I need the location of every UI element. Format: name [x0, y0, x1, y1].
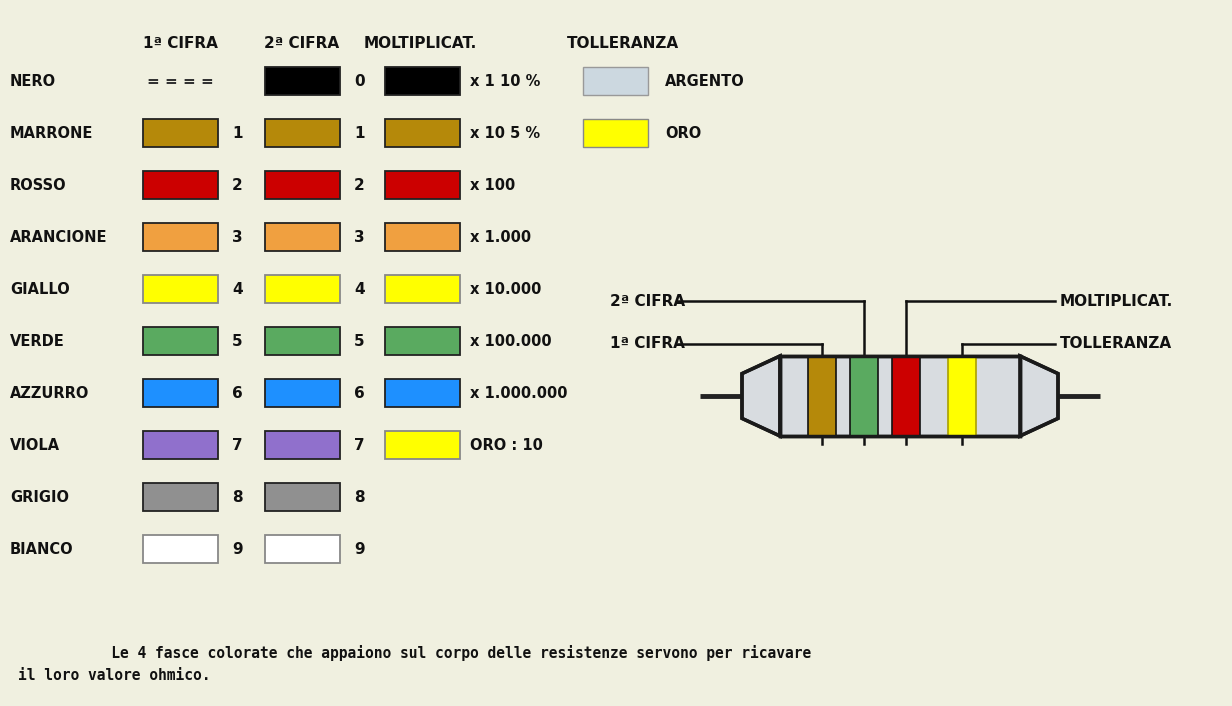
Text: 5: 5: [232, 333, 243, 349]
Bar: [143, 535, 218, 563]
Text: ARGENTO: ARGENTO: [665, 73, 745, 88]
Text: 2: 2: [232, 177, 243, 193]
Bar: [892, 356, 920, 436]
Text: 7: 7: [232, 438, 243, 453]
Text: 1: 1: [354, 126, 365, 140]
Bar: [384, 67, 460, 95]
Text: x 1.000.000: x 1.000.000: [469, 385, 568, 400]
Bar: [143, 119, 218, 147]
Text: 7: 7: [354, 438, 365, 453]
Bar: [947, 356, 976, 436]
Bar: [265, 67, 340, 95]
Text: 8: 8: [354, 489, 365, 505]
Bar: [583, 119, 648, 147]
Bar: [583, 67, 648, 95]
Text: ORO: ORO: [665, 126, 701, 140]
Bar: [143, 379, 218, 407]
Text: 4: 4: [354, 282, 365, 297]
Text: BIANCO: BIANCO: [10, 542, 74, 556]
Polygon shape: [1020, 356, 1058, 436]
Bar: [143, 431, 218, 459]
Bar: [143, 483, 218, 511]
Text: 2ª CIFRA: 2ª CIFRA: [265, 35, 340, 51]
Text: 9: 9: [232, 542, 243, 556]
Text: 1: 1: [232, 126, 243, 140]
Text: 0: 0: [354, 73, 365, 88]
Text: VIOLA: VIOLA: [10, 438, 60, 453]
Bar: [850, 356, 878, 436]
Text: 6: 6: [232, 385, 243, 400]
Bar: [384, 171, 460, 199]
Bar: [384, 327, 460, 355]
Bar: [384, 119, 460, 147]
Bar: [265, 379, 340, 407]
Text: il loro valore ohmico.: il loro valore ohmico.: [18, 669, 211, 683]
Bar: [265, 483, 340, 511]
Bar: [384, 275, 460, 303]
Text: 5 %: 5 %: [510, 126, 540, 140]
Text: TOLLERANZA: TOLLERANZA: [1060, 337, 1172, 352]
Bar: [808, 356, 837, 436]
Bar: [384, 223, 460, 251]
Polygon shape: [742, 356, 780, 436]
Text: 6: 6: [354, 385, 365, 400]
Text: 4: 4: [232, 282, 243, 297]
Text: ROSSO: ROSSO: [10, 177, 67, 193]
Text: x 10.000: x 10.000: [469, 282, 541, 297]
Bar: [265, 171, 340, 199]
Bar: [265, 275, 340, 303]
Text: 8: 8: [232, 489, 243, 505]
Bar: [143, 275, 218, 303]
Text: Le 4 fasce colorate che appaiono sul corpo delle resistenze servono per ricavare: Le 4 fasce colorate che appaiono sul cor…: [85, 645, 811, 661]
Text: x 1: x 1: [469, 73, 495, 88]
Text: MOLTIPLICAT.: MOLTIPLICAT.: [363, 35, 477, 51]
Text: x 1.000: x 1.000: [469, 229, 531, 244]
Text: VERDE: VERDE: [10, 333, 65, 349]
Text: MARRONE: MARRONE: [10, 126, 94, 140]
Text: 10 %: 10 %: [500, 73, 540, 88]
Text: AZZURRO: AZZURRO: [10, 385, 90, 400]
Text: ORO : 10: ORO : 10: [469, 438, 543, 453]
Bar: [384, 379, 460, 407]
Bar: [143, 327, 218, 355]
Bar: [265, 223, 340, 251]
Text: GRIGIO: GRIGIO: [10, 489, 69, 505]
Bar: [143, 171, 218, 199]
Text: 1ª CIFRA: 1ª CIFRA: [143, 35, 217, 51]
Text: ARANCIONE: ARANCIONE: [10, 229, 107, 244]
Text: GIALLO: GIALLO: [10, 282, 70, 297]
Bar: [265, 535, 340, 563]
Bar: [780, 356, 1020, 436]
Text: 5: 5: [354, 333, 365, 349]
Text: 9: 9: [354, 542, 365, 556]
Text: x 10: x 10: [469, 126, 505, 140]
Text: TOLLERANZA: TOLLERANZA: [567, 35, 679, 51]
Text: NERO: NERO: [10, 73, 57, 88]
Text: x 100.000: x 100.000: [469, 333, 552, 349]
Bar: [143, 223, 218, 251]
Text: 3: 3: [354, 229, 365, 244]
Text: MOLTIPLICAT.: MOLTIPLICAT.: [1060, 294, 1173, 309]
Text: 1ª CIFRA: 1ª CIFRA: [610, 337, 685, 352]
Bar: [265, 119, 340, 147]
Text: 2ª CIFRA: 2ª CIFRA: [610, 294, 685, 309]
Text: x 100: x 100: [469, 177, 515, 193]
Bar: [265, 327, 340, 355]
Text: = = = =: = = = =: [147, 73, 213, 88]
Bar: [265, 431, 340, 459]
Text: 3: 3: [232, 229, 243, 244]
Bar: [384, 431, 460, 459]
Text: 2: 2: [354, 177, 365, 193]
Bar: [780, 356, 1020, 436]
